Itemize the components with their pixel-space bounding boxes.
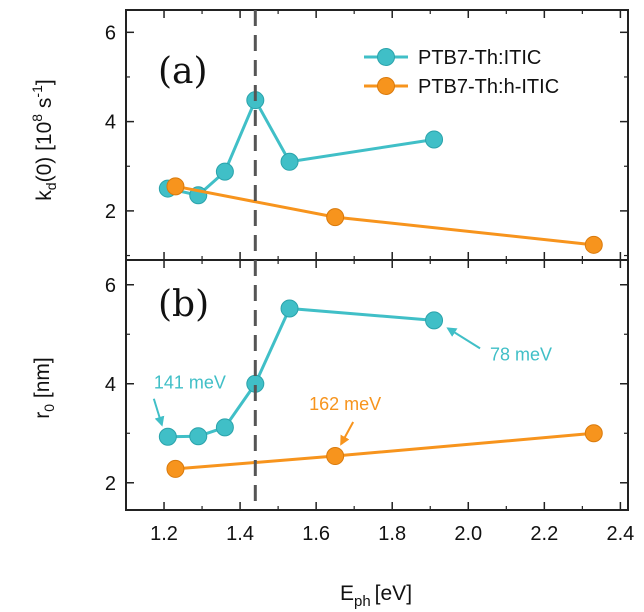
panel-b: 2 4 6 141 meV 78 meV 162 meV (b) r0 [nm] [31,259,629,511]
y-tick-label: 6 [105,22,116,44]
panel-a-ylabel: kd(0) [108 s-1] [29,79,59,200]
panel-a-label: (a) [158,51,208,92]
series-line [175,184,594,247]
y-tick-label: 2 [105,201,116,223]
x-tick-label: 1.2 [150,523,178,545]
legend-label-series-b: PTB7-Th:h-ITIC [418,76,559,98]
x-tick-label: 2.2 [530,523,558,545]
data-point [215,418,234,437]
x-tick-label: 1.8 [378,523,406,545]
x-axis-label: Eph [eV] [340,582,412,610]
y-tick-label: 4 [105,374,116,396]
data-point [584,424,603,443]
annotation-arrow [152,398,165,427]
x-tick-labels: 1.2 1.4 1.6 1.8 2.0 2.2 2.4 [150,523,634,545]
legend: PTB7-Th:ITIC PTB7-Th:h-ITIC [364,47,559,98]
annotation-label: 141 meV [154,373,226,393]
legend-label-series-a: PTB7-Th:ITIC [418,47,541,69]
panel-b-label: (b) [158,284,209,325]
data-point [326,447,345,466]
x-tick-label: 1.4 [226,523,254,545]
data-point [215,162,234,181]
panel-b-frame [125,259,629,511]
panel-b-series [158,299,603,478]
data-point [280,152,299,171]
data-point [166,177,185,196]
data-point [425,130,444,149]
annotation-label: 162 meV [309,394,381,414]
data-point [280,299,299,318]
y-tick-label: 2 [105,473,116,495]
data-point [425,311,444,330]
x-tick-label: 1.6 [302,523,330,545]
x-tick-label: 2.0 [454,523,482,545]
data-point [158,427,177,446]
annotation-arrow [340,421,355,446]
y-tick-label: 4 [105,112,116,134]
y-tick-label: 6 [105,275,116,297]
series-line [167,96,435,197]
x-tick-label: 2.4 [606,523,634,545]
series-line [175,431,594,471]
panel-b-annotations: 141 meV 78 meV 162 meV [152,327,552,446]
annotation-label: 78 meV [490,344,552,364]
data-point [584,235,603,254]
data-point [326,208,345,227]
annotation-arrow [446,327,481,350]
panel-a-series [158,91,603,254]
panel-a: 2 4 6 (a) kd(0) [108 s-1] PTB7-Th:ITIC PTB… [29,9,629,261]
panel-b-ticks: 2 4 6 [105,260,628,510]
panel-a-ticks: 2 4 6 [105,10,628,260]
data-point [166,459,185,478]
panel-b-ylabel: r0 [nm] [31,357,57,418]
legend-marker-series-a [377,48,395,66]
legend-marker-series-b [377,77,395,95]
data-point [189,427,208,446]
